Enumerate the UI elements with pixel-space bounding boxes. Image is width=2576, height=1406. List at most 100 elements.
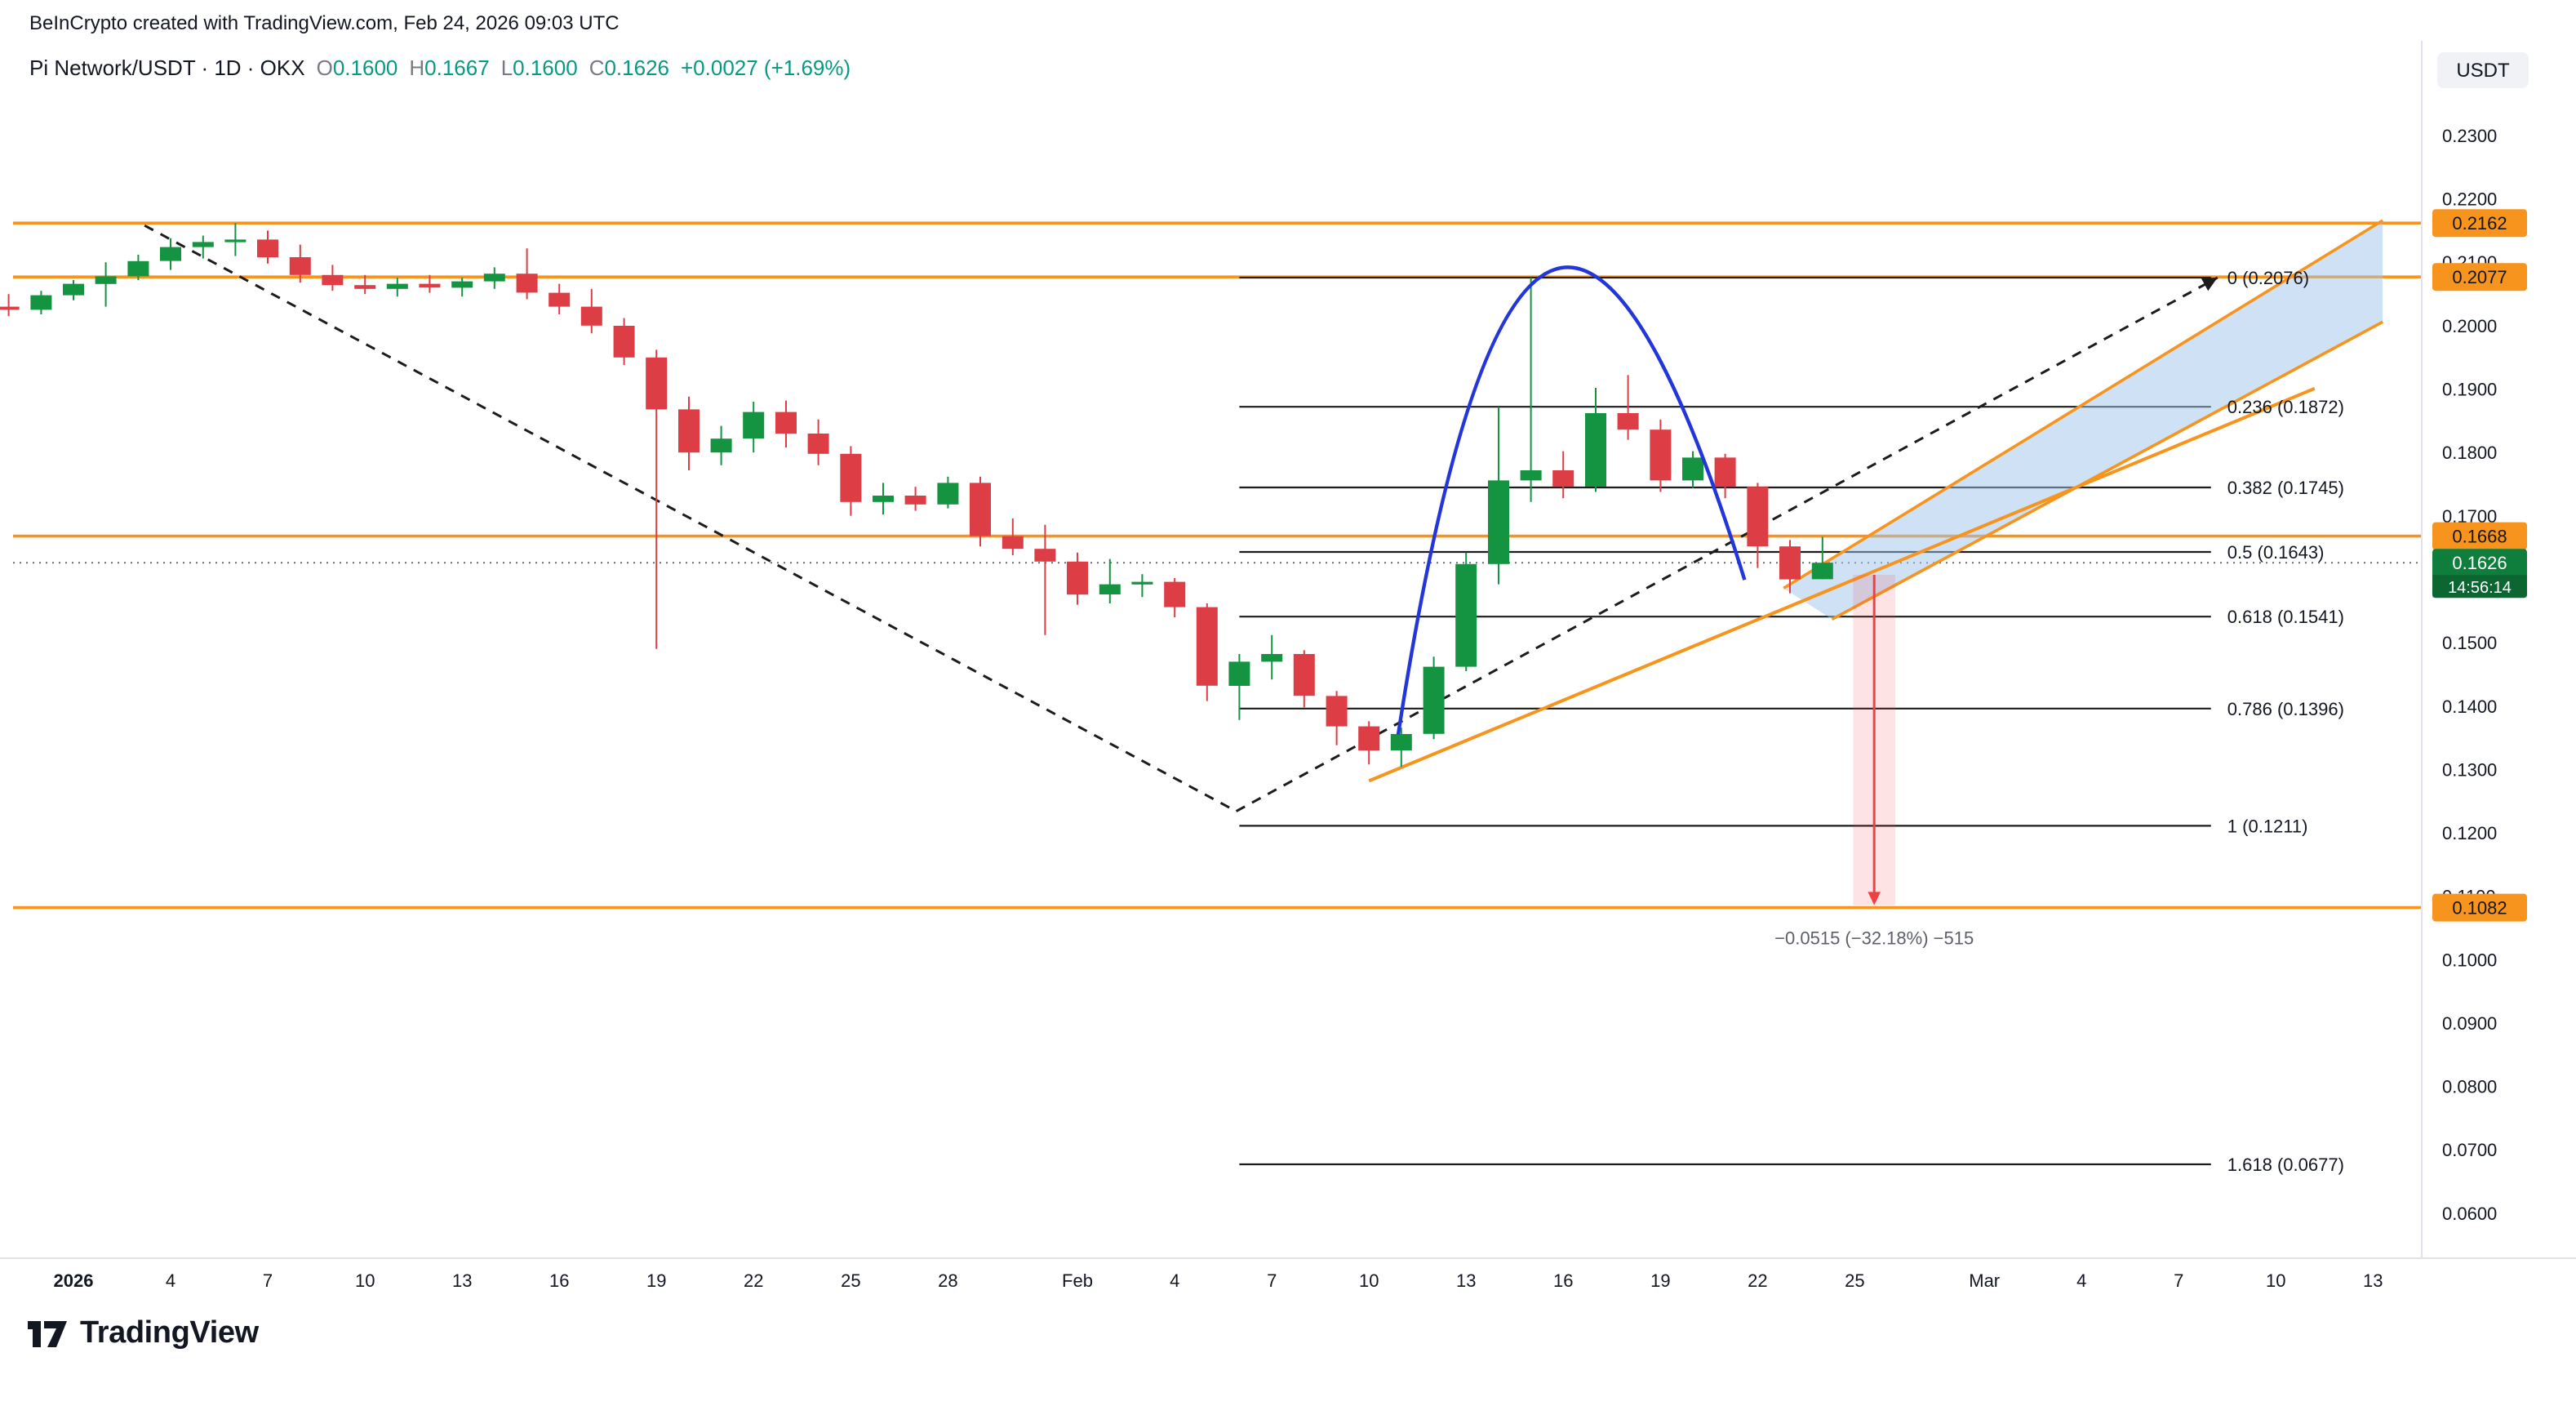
- candle[interactable]: [127, 255, 149, 280]
- candle[interactable]: [1002, 518, 1024, 555]
- candle[interactable]: [1196, 603, 1218, 701]
- candle-body: [646, 357, 668, 410]
- fib-label: 1 (0.1211): [2227, 816, 2308, 836]
- candle[interactable]: [1164, 578, 1186, 617]
- candle[interactable]: [322, 265, 344, 291]
- candle[interactable]: [257, 230, 278, 264]
- candle[interactable]: [419, 274, 441, 293]
- plot-area[interactable]: [0, 219, 2421, 1166]
- candle[interactable]: [840, 446, 862, 516]
- currency-axis-button[interactable]: USDT: [2437, 52, 2529, 88]
- time-tick-label: 25: [1845, 1270, 1864, 1291]
- price-tick-label: 0.2000: [2442, 316, 2497, 336]
- candle[interactable]: [549, 283, 571, 314]
- candle-body: [904, 496, 926, 505]
- time-tick-label: 13: [452, 1270, 472, 1291]
- candle[interactable]: [289, 244, 311, 283]
- candle-body: [1650, 429, 1672, 481]
- candle[interactable]: [710, 425, 732, 465]
- candle[interactable]: [95, 262, 117, 307]
- price-badge-orange: 0.2162: [2432, 209, 2527, 238]
- tradingview-wordmark: TradingView: [80, 1316, 259, 1350]
- candle[interactable]: [743, 402, 765, 453]
- candle[interactable]: [1228, 654, 1250, 720]
- time-tick-label: 19: [1650, 1270, 1670, 1291]
- candle[interactable]: [904, 487, 926, 511]
- candle[interactable]: [1067, 552, 1088, 605]
- candle[interactable]: [1682, 451, 1703, 488]
- candle[interactable]: [0, 294, 20, 317]
- candle[interactable]: [970, 476, 991, 547]
- time-tick-label: 28: [938, 1270, 957, 1291]
- candle[interactable]: [678, 396, 700, 470]
- candle[interactable]: [1552, 451, 1574, 499]
- price-tick-label: 0.0900: [2442, 1013, 2497, 1034]
- candle[interactable]: [1617, 375, 1639, 440]
- candle[interactable]: [613, 318, 635, 365]
- candle-body: [807, 434, 829, 454]
- candle-body: [613, 326, 635, 358]
- candle[interactable]: [807, 419, 829, 465]
- candle[interactable]: [160, 238, 181, 270]
- candle[interactable]: [1390, 727, 1412, 768]
- candle[interactable]: [451, 278, 473, 297]
- price-tick-label: 0.1800: [2442, 443, 2497, 463]
- candle-body: [160, 247, 181, 261]
- arc-drawing[interactable]: [1396, 265, 1747, 735]
- candle[interactable]: [1714, 453, 1736, 499]
- candle[interactable]: [354, 274, 376, 295]
- channel-fill[interactable]: [1783, 220, 2383, 620]
- time-tick-label: 13: [1456, 1270, 1476, 1291]
- candle[interactable]: [516, 248, 538, 300]
- candle-body: [1261, 654, 1283, 662]
- time-tick-label: 25: [841, 1270, 860, 1291]
- label: 0.1668: [2452, 527, 2507, 547]
- candle[interactable]: [483, 267, 505, 289]
- candle-body: [1293, 654, 1315, 696]
- candle-body: [516, 274, 538, 293]
- candle-body: [743, 412, 765, 439]
- candle[interactable]: [1423, 656, 1445, 740]
- candle[interactable]: [1326, 691, 1348, 745]
- candle[interactable]: [1585, 388, 1606, 492]
- price-tick-label: 0.2300: [2442, 126, 2497, 146]
- candle[interactable]: [1650, 419, 1672, 492]
- candle[interactable]: [646, 349, 668, 649]
- candle[interactable]: [1747, 483, 1769, 568]
- candle-body: [549, 292, 571, 307]
- candle-body: [1358, 726, 1380, 751]
- symbol-title[interactable]: Pi Network/USDT · 1D · OKX: [29, 56, 305, 80]
- candle[interactable]: [386, 278, 408, 297]
- candle-body: [1034, 549, 1056, 562]
- candle[interactable]: [1261, 634, 1283, 680]
- candle[interactable]: [30, 291, 52, 314]
- candle[interactable]: [1779, 540, 1801, 594]
- candle[interactable]: [873, 483, 894, 515]
- time-tick-label: 13: [2363, 1270, 2383, 1291]
- fib-label: 0.382 (0.1745): [2227, 478, 2344, 498]
- candle[interactable]: [1293, 650, 1315, 708]
- candle[interactable]: [1488, 407, 1509, 585]
- candle-body: [63, 283, 84, 296]
- candle[interactable]: [224, 223, 246, 256]
- candle[interactable]: [775, 400, 797, 447]
- candle[interactable]: [1455, 552, 1477, 671]
- candle-body: [775, 412, 797, 434]
- candle[interactable]: [1358, 721, 1380, 765]
- candle[interactable]: [1099, 558, 1121, 603]
- time-tick-label: 16: [549, 1270, 569, 1291]
- candle-body: [710, 438, 732, 453]
- candle-body: [224, 239, 246, 242]
- candle[interactable]: [580, 288, 602, 334]
- candle[interactable]: [1811, 536, 1833, 580]
- candle[interactable]: [1131, 574, 1153, 598]
- candle[interactable]: [63, 280, 84, 300]
- candle[interactable]: [937, 476, 959, 509]
- candle-body: [1326, 696, 1348, 727]
- candle[interactable]: [1520, 278, 1542, 502]
- candle[interactable]: [1034, 524, 1056, 635]
- price-tick-label: 0.1000: [2442, 950, 2497, 970]
- tradingview-logo[interactable]: TradingView: [26, 1316, 259, 1352]
- candle[interactable]: [192, 235, 214, 259]
